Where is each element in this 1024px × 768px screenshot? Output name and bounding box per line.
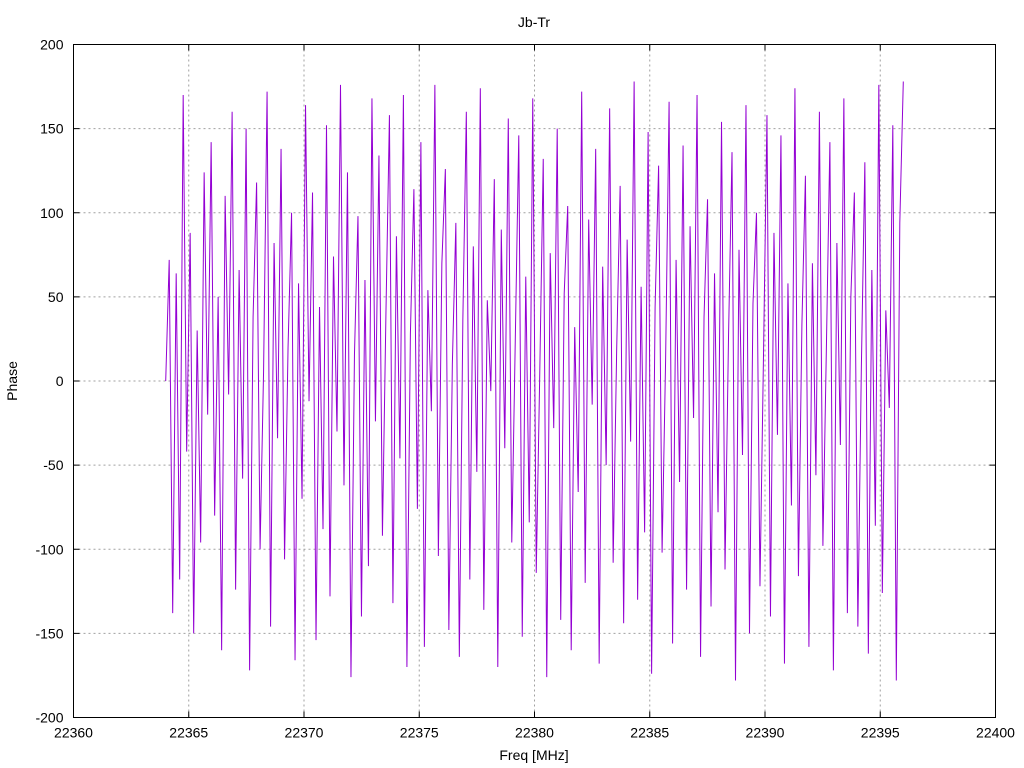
x-axis-title: Freq [MHz] <box>499 747 568 763</box>
y-tick-labels: 200 150 100 50 0 -50 -100 -150 -200 <box>35 37 63 726</box>
x-tick-label: 22385 <box>630 725 669 741</box>
x-tick-labels: 22360 22365 22370 22375 22380 22385 22390 22395… <box>54 725 1015 741</box>
series-layer <box>165 81 904 681</box>
y-tick-label: 0 <box>56 373 64 389</box>
chart-title: Jb-Tr <box>518 14 550 30</box>
y-tick-label: 100 <box>40 205 64 221</box>
x-tick-label: 22400 <box>976 725 1015 741</box>
y-tick-label: -150 <box>35 625 63 641</box>
x-tick-label: 22360 <box>54 725 93 741</box>
y-tick-label: -200 <box>35 710 63 726</box>
x-tick-label: 22365 <box>169 725 208 741</box>
x-tick-label: 22390 <box>746 725 785 741</box>
y-tick-label: 150 <box>40 121 64 137</box>
phase-series-line <box>165 81 904 681</box>
y-axis-title: Phase <box>4 361 20 401</box>
y-tick-label: -100 <box>35 541 63 557</box>
x-tick-label: 22370 <box>285 725 324 741</box>
y-tick-label: 200 <box>40 37 64 53</box>
x-tick-label: 22375 <box>400 725 439 741</box>
y-tick-label: 50 <box>48 289 64 305</box>
x-tick-label: 22395 <box>861 725 900 741</box>
y-tick-label: -50 <box>43 457 63 473</box>
x-tick-label: 22380 <box>515 725 554 741</box>
plot-frame <box>73 44 996 718</box>
